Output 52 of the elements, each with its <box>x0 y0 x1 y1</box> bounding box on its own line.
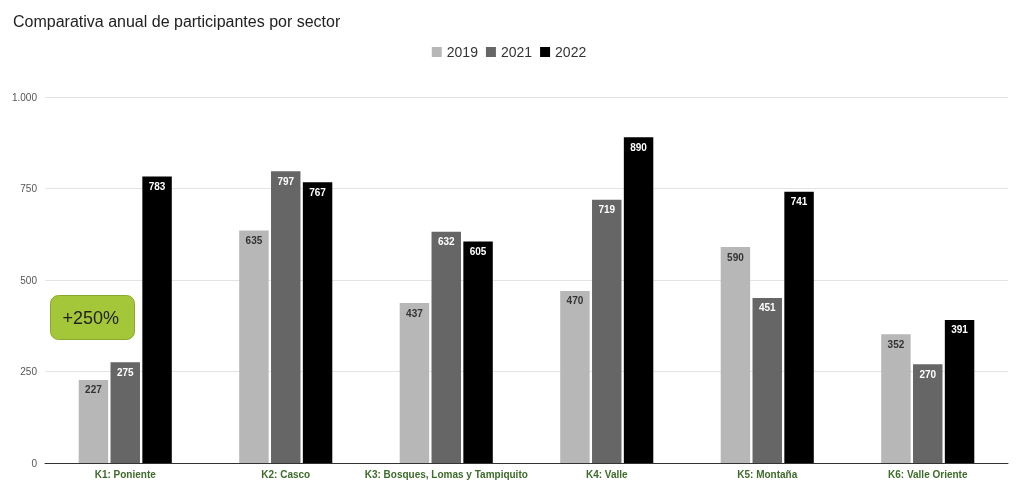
legend-label: 2019 <box>446 44 479 60</box>
bar <box>592 199 622 463</box>
bar <box>78 379 109 463</box>
data-label: 275 <box>116 366 135 378</box>
bar <box>399 303 430 463</box>
y-tick-label: 250 <box>20 366 38 377</box>
y-tick-label: 750 <box>20 183 38 194</box>
data-label: 451 <box>758 302 777 314</box>
data-label: 605 <box>469 246 487 258</box>
bar <box>302 182 333 463</box>
bar <box>752 297 782 463</box>
data-label: 783 <box>148 180 166 192</box>
x-tick-label: K5: Montaña <box>737 468 798 480</box>
y-tick-label: 500 <box>20 274 38 286</box>
data-label: 719 <box>598 204 616 216</box>
legend-label: 2022 <box>555 44 587 60</box>
data-label: 590 <box>727 251 745 263</box>
x-tick-label: K1: Poniente <box>94 468 157 480</box>
bar <box>913 364 943 463</box>
bar <box>110 362 140 463</box>
data-label: 352 <box>887 338 905 350</box>
data-label: 437 <box>406 307 424 319</box>
y-tick-label: 1.000 <box>11 91 38 103</box>
bar <box>944 319 975 463</box>
data-label: 391 <box>951 324 969 336</box>
y-tick-label: 0 <box>31 457 38 469</box>
bar <box>881 334 911 463</box>
bar <box>142 176 172 463</box>
bar <box>463 241 493 463</box>
data-label: 270 <box>919 368 937 380</box>
data-label: 797 <box>277 175 295 187</box>
legend-label: 2021 <box>500 44 533 60</box>
x-tick-label: K4: Valle <box>585 468 629 480</box>
data-label: 890 <box>630 141 648 153</box>
data-label: 767 <box>309 186 327 198</box>
bar <box>239 230 269 463</box>
bar <box>623 137 654 463</box>
bar <box>560 290 590 463</box>
bar <box>431 231 461 463</box>
bar <box>720 247 751 463</box>
chart-title: Comparativa anual de participantes por sector <box>13 12 341 30</box>
data-label: 741 <box>790 196 808 208</box>
x-tick-label: K2: Casco <box>261 468 311 480</box>
annotation: +250% <box>62 307 120 328</box>
data-label: 227 <box>85 384 103 396</box>
x-tick-label: K6: Valle Oriente <box>888 468 968 480</box>
bar <box>271 171 301 463</box>
data-label: 635 <box>245 235 263 247</box>
data-label: 632 <box>437 236 456 248</box>
data-label: 470 <box>566 295 584 307</box>
bar <box>784 191 814 463</box>
x-tick-label: K3: Bosques, Lomas y Tampiquito <box>364 468 528 480</box>
